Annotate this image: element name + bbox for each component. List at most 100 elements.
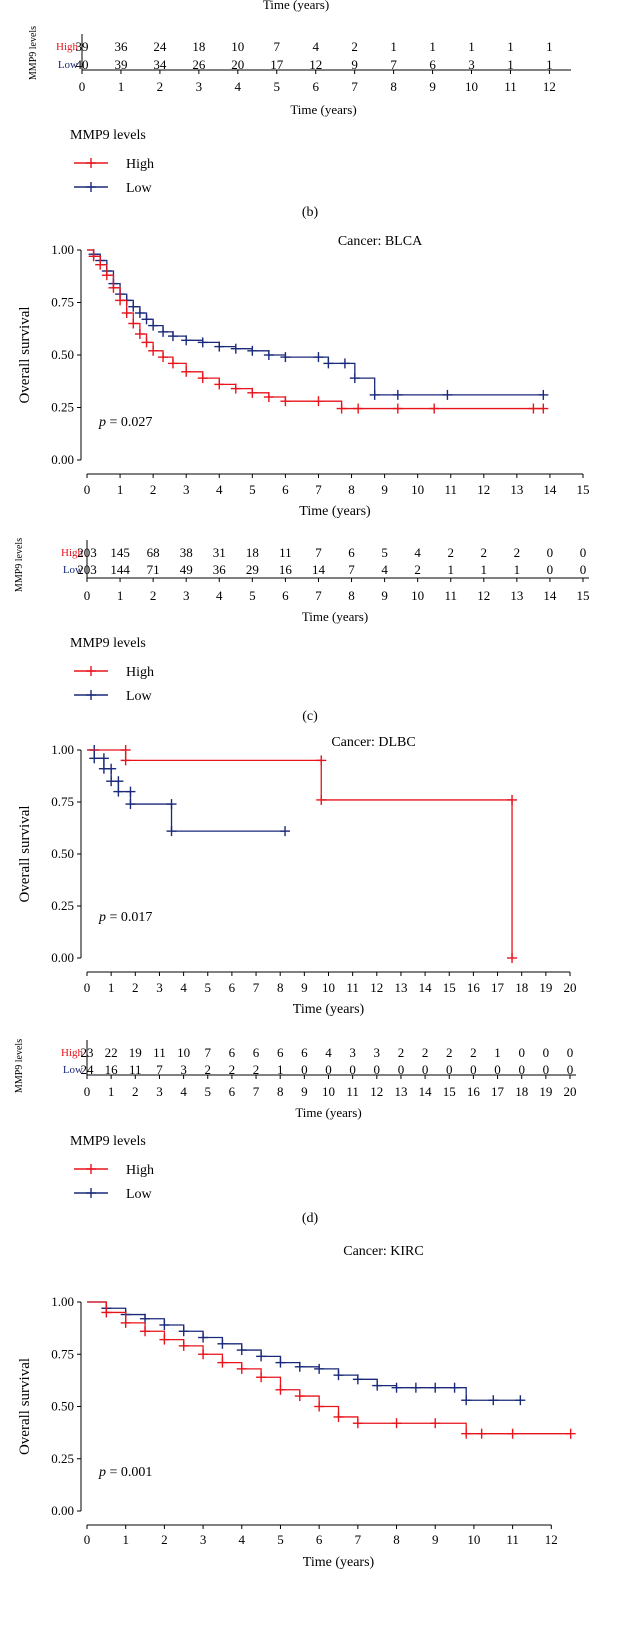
top-risk-low-6: 12 [309, 57, 322, 72]
kirc-yticklabel-0.50: 0.50 [51, 1399, 74, 1414]
dlbc-risk-low-4: 3 [180, 1062, 187, 1077]
blca-risk-ticklabel-3: 3 [183, 588, 190, 603]
panel-label-d: (d) [302, 1211, 319, 1226]
dlbc-risk-high-12: 3 [374, 1045, 381, 1060]
kirc-xticklabel-6: 6 [316, 1532, 323, 1547]
blca-risk-high-4: 31 [213, 545, 226, 560]
blca-risk-ticklabel-0: 0 [84, 588, 91, 603]
dlbc-risk-low-0: 24 [81, 1062, 95, 1077]
top-risk-ticklabel-12: 12 [543, 79, 556, 94]
panel-label-c: (c) [302, 709, 318, 724]
blca-legend-high-label: High [126, 665, 154, 680]
dlbc-risk-ticklabel-4: 4 [180, 1084, 187, 1099]
dlbc-legend-low-label: Low [126, 1187, 153, 1202]
blca-risk-low-3: 49 [180, 562, 193, 577]
blca-risk-high-13: 2 [514, 545, 521, 560]
dlbc-risk-low-9: 0 [301, 1062, 308, 1077]
blca-risk-high-8: 6 [348, 545, 355, 560]
top-risk-high-4: 10 [231, 39, 244, 54]
top-risk-high-0: 39 [76, 39, 89, 54]
dlbc-risk-low-18: 0 [518, 1062, 525, 1077]
dlbc-yticklabel-0.75: 0.75 [51, 794, 74, 809]
top-risk-low-3: 26 [192, 57, 206, 72]
blca-risk-ticklabel-2: 2 [150, 588, 157, 603]
dlbc-risk-ticklabel-6: 6 [229, 1084, 236, 1099]
dlbc-yticklabel-0.25: 0.25 [51, 898, 74, 913]
top-risk-ticklabel-3: 3 [196, 79, 203, 94]
kirc-xticklabel-3: 3 [200, 1532, 207, 1547]
blca-risk-low-10: 2 [414, 562, 421, 577]
dlbc-risk-high-4: 10 [177, 1045, 190, 1060]
blca-risk-low-7: 14 [312, 562, 326, 577]
dlbc-risk-low-14: 0 [422, 1062, 429, 1077]
dlbc-risk-ticklabel-9: 9 [301, 1084, 308, 1099]
blca-ylabel: Overall survival [17, 306, 33, 403]
dlbc-xticklabel-8: 8 [277, 980, 284, 995]
top-risk-low-2: 34 [153, 57, 167, 72]
blca-pvalue-p: p [98, 415, 106, 430]
dlbc-risk-ticklabel-2: 2 [132, 1084, 139, 1099]
blca-risk-ticklabel-15: 15 [577, 588, 590, 603]
blca-legend-title: MMP9 levels [70, 636, 146, 651]
dlbc-risk-xlabel: Time (years) [295, 1105, 361, 1120]
top-risk-ticklabel-2: 2 [157, 79, 164, 94]
top-risk-high-5: 7 [274, 39, 281, 54]
blca-xticklabel-3: 3 [183, 482, 190, 497]
kirc-xticklabel-1: 1 [122, 1532, 129, 1547]
blca-xticklabel-12: 12 [477, 482, 490, 497]
dlbc-xticklabel-15: 15 [443, 980, 456, 995]
blca-risk-high-15: 0 [580, 545, 587, 560]
dlbc-risk-low-12: 0 [374, 1062, 381, 1077]
dlbc-risk-high-15: 2 [446, 1045, 453, 1060]
blca-xticklabel-13: 13 [510, 482, 523, 497]
blca-risk-high-12: 2 [481, 545, 488, 560]
top-risk-xlabel: Time (years) [290, 102, 356, 117]
blca-xticklabel-10: 10 [411, 482, 424, 497]
blca-xticklabel-4: 4 [216, 482, 223, 497]
dlbc-risk-high-8: 6 [277, 1045, 284, 1060]
dlbc-risk-ticklabel-19: 19 [539, 1084, 552, 1099]
blca-legend-low-label: Low [126, 689, 153, 704]
blca-risk-low-15: 0 [580, 562, 587, 577]
dlbc-risk-high-9: 6 [301, 1045, 308, 1060]
dlbc-xticklabel-2: 2 [132, 980, 139, 995]
dlbc-risk-ticklabel-20: 20 [564, 1084, 577, 1099]
top-risk-high-6: 4 [312, 39, 319, 54]
dlbc-xticklabel-11: 11 [346, 980, 359, 995]
dlbc-pvalue-p: p [98, 910, 106, 925]
top-risk-low-10: 3 [468, 57, 475, 72]
blca-risk-ticklabel-8: 8 [348, 588, 355, 603]
kirc-xticklabel-12: 12 [545, 1532, 558, 1547]
dlbc-risk-high-1: 22 [105, 1045, 118, 1060]
top-risk-low-8: 7 [390, 57, 397, 72]
top-risk-ticklabel-4: 4 [235, 79, 242, 94]
top-risk-ticklabel-7: 7 [351, 79, 358, 94]
dlbc-xticklabel-14: 14 [419, 980, 433, 995]
dlbc-risk-high-17: 1 [494, 1045, 501, 1060]
dlbc-risk-high-3: 11 [153, 1045, 166, 1060]
dlbc-risk-ticklabel-15: 15 [443, 1084, 456, 1099]
dlbc-risk-ticklabel-0: 0 [84, 1084, 91, 1099]
kirc-xticklabel-7: 7 [355, 1532, 362, 1547]
dlbc-risk-high-16: 2 [470, 1045, 477, 1060]
top-risk-high-7: 2 [351, 39, 358, 54]
dlbc-risk-low-1: 16 [105, 1062, 119, 1077]
top-risk-low-0: 40 [76, 57, 89, 72]
top-risk-high-9: 1 [429, 39, 436, 54]
top-risk-ticklabel-0: 0 [79, 79, 86, 94]
top-risk-high-10: 1 [468, 39, 475, 54]
dlbc-risk-ticklabel-16: 16 [467, 1084, 481, 1099]
kirc-yticklabel-0.75: 0.75 [51, 1346, 74, 1361]
dlbc-risk-low-3: 7 [156, 1062, 163, 1077]
top-time-label: Time (years) [263, 0, 329, 12]
top-risk-ticklabel-11: 11 [504, 79, 517, 94]
kirc-xticklabel-9: 9 [432, 1532, 439, 1547]
blca-risk-low-0: 203 [77, 562, 97, 577]
kirc-pvalue: p = 0.001 [98, 1465, 152, 1480]
dlbc-risk-ticklabel-5: 5 [205, 1084, 212, 1099]
dlbc-xticklabel-6: 6 [229, 980, 236, 995]
dlbc-risk-low-6: 2 [229, 1062, 236, 1077]
dlbc-risk-ticklabel-14: 14 [419, 1084, 433, 1099]
dlbc-risk-ticklabel-3: 3 [156, 1084, 163, 1099]
dlbc-curve-low [87, 749, 286, 832]
